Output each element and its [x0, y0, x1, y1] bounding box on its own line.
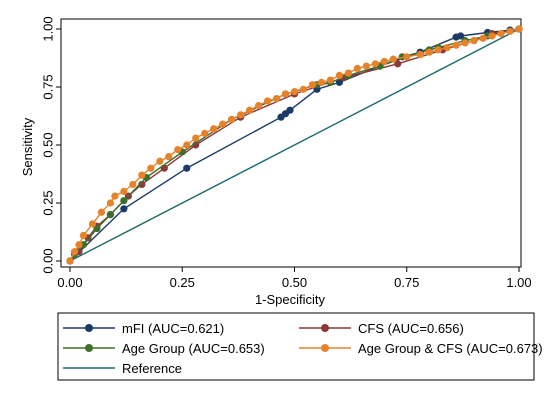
- legend-swatch-marker: [85, 344, 93, 352]
- data-point: [344, 69, 352, 77]
- data-point: [335, 71, 343, 79]
- legend-swatch-marker: [321, 344, 329, 352]
- data-point: [192, 134, 200, 142]
- data-point: [254, 101, 263, 110]
- data-point: [79, 231, 88, 240]
- legend-entry: Reference: [122, 361, 182, 376]
- data-point: [120, 197, 128, 205]
- legend-entry: Age Group & CFS (AUC=0.673): [358, 341, 543, 356]
- data-point: [488, 32, 496, 40]
- data-point: [299, 85, 308, 93]
- y-tick-label: 0.50: [40, 132, 55, 157]
- data-point: [470, 37, 478, 45]
- data-point: [362, 62, 370, 70]
- legend-swatch-marker: [321, 324, 329, 332]
- data-point: [88, 220, 97, 228]
- data-point: [160, 164, 168, 172]
- data-point: [506, 27, 514, 35]
- legend: mFI (AUC=0.621) CFS (AUC=0.656) Age Group …: [57, 312, 543, 381]
- x-tick-label: 0.75: [394, 275, 419, 290]
- data-point: [515, 25, 523, 33]
- data-point: [461, 39, 469, 47]
- data-point: [138, 171, 146, 179]
- data-point: [290, 88, 299, 96]
- x-tick-label: 0.50: [282, 275, 307, 290]
- data-point: [129, 180, 137, 189]
- series-3: [66, 25, 523, 265]
- data-point: [66, 257, 74, 265]
- data-point: [443, 43, 451, 52]
- plot-frame: [60, 18, 522, 268]
- data-point: [201, 129, 209, 137]
- data-point: [70, 248, 79, 256]
- data-point: [93, 224, 101, 233]
- x-tick-label: 0.00: [57, 275, 82, 290]
- chart-axes: [56, 18, 522, 272]
- data-point: [353, 64, 361, 73]
- legend-box: [57, 312, 535, 381]
- data-point: [97, 208, 106, 216]
- legend-entry: CFS (AUC=0.656): [358, 321, 464, 336]
- data-point: [228, 115, 236, 124]
- x-axis-label: 1-Specificity: [255, 292, 326, 307]
- data-point: [183, 164, 191, 172]
- legend-entry: Age Group (AUC=0.653): [122, 341, 265, 356]
- x-tick-label: 1.00: [506, 275, 531, 290]
- reference-layer: [69, 28, 520, 262]
- data-point: [156, 157, 164, 165]
- data-point: [479, 34, 487, 42]
- series-line: [69, 28, 520, 262]
- data-point: [335, 78, 343, 86]
- data-point: [394, 60, 402, 68]
- data-point: [147, 164, 155, 172]
- data-point: [389, 55, 397, 63]
- data-point: [497, 30, 505, 38]
- data-point: [326, 76, 335, 84]
- data-point: [246, 106, 254, 114]
- legend-swatch-marker: [85, 324, 93, 332]
- data-point: [210, 125, 218, 133]
- data-point: [371, 60, 379, 68]
- data-point: [237, 111, 245, 119]
- tick-labels: 0.00 0.25 0.50 0.75 1.00 0.00 0.25 0.50 0.75 1.00: [40, 16, 531, 290]
- data-point: [263, 97, 272, 105]
- data-point: [192, 141, 200, 149]
- data-point: [165, 153, 173, 161]
- series-layer: [66, 25, 523, 265]
- data-point: [120, 187, 128, 195]
- data-point: [416, 50, 424, 59]
- data-point: [380, 57, 388, 66]
- y-tick-label: 0.25: [40, 190, 55, 215]
- data-point: [452, 41, 460, 49]
- series-4: [69, 28, 520, 262]
- data-point: [286, 106, 294, 114]
- x-tick-label: 0.25: [170, 275, 195, 290]
- series-line: [69, 28, 520, 262]
- data-point: [219, 120, 227, 128]
- data-point: [434, 46, 442, 54]
- data-point: [138, 180, 146, 189]
- data-point: [308, 81, 317, 89]
- data-point: [272, 95, 281, 103]
- y-tick-label: 0.00: [40, 248, 55, 273]
- data-point: [120, 205, 128, 213]
- data-point: [425, 48, 433, 56]
- data-point: [106, 211, 115, 219]
- data-point: [106, 199, 115, 207]
- data-point: [403, 53, 411, 61]
- data-point: [183, 141, 191, 149]
- data-point: [317, 78, 326, 86]
- legend-entry: mFI (AUC=0.621): [122, 321, 224, 336]
- data-point: [281, 90, 290, 98]
- data-point: [111, 192, 119, 200]
- data-point: [75, 241, 83, 249]
- data-point: [457, 32, 465, 40]
- data-point: [174, 146, 182, 154]
- y-tick-label: 0.75: [40, 74, 55, 99]
- y-tick-label: 1.00: [40, 16, 55, 41]
- y-axis-label: Sensitivity: [20, 117, 35, 176]
